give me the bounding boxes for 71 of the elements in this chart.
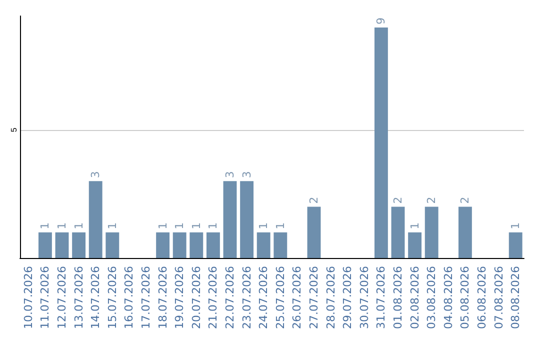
data-label: 1 — [72, 222, 86, 230]
data-label: 2 — [425, 196, 438, 204]
bar — [156, 232, 170, 258]
x-tick-label: 21.07.2026 — [206, 266, 220, 330]
data-label: 1 — [38, 222, 52, 230]
bar — [256, 232, 270, 258]
bar — [72, 232, 86, 258]
bar — [38, 232, 52, 258]
x-tick-label: 14.07.2026 — [89, 266, 102, 330]
x-tick-label: 27.07.2026 — [308, 266, 320, 330]
bar — [106, 232, 120, 258]
bar — [240, 181, 254, 258]
bar — [274, 232, 288, 258]
bar — [223, 181, 237, 258]
x-tick-label: 02.08.2026 — [408, 266, 422, 330]
bar — [172, 232, 186, 258]
data-label: 9 — [374, 18, 388, 25]
data-label: 1 — [509, 222, 522, 230]
x-tick-label: 22.07.2026 — [224, 266, 236, 330]
data-label: 1 — [408, 222, 422, 230]
bar — [458, 206, 472, 258]
data-label: 3 — [89, 171, 102, 178]
x-tick-label: 04.08.2026 — [442, 266, 455, 330]
bar — [391, 206, 405, 258]
bar — [508, 232, 522, 258]
bar — [408, 232, 422, 258]
x-tick-label: 10.07.2026 — [22, 266, 35, 330]
x-tick-label: 19.07.2026 — [173, 266, 186, 330]
bar — [424, 206, 438, 258]
y-tick-label: 5 — [10, 127, 18, 132]
x-tick-label: 18.07.2026 — [156, 266, 170, 330]
x-tick-label: 08.08.2026 — [509, 266, 522, 330]
data-label: 2 — [458, 196, 472, 204]
x-tick-label: 23.07.2026 — [240, 266, 254, 330]
data-label: 1 — [274, 222, 287, 230]
x-tick-label: 26.07.2026 — [290, 266, 304, 330]
x-tick-label: 15.07.2026 — [106, 266, 119, 330]
data-label: 1 — [206, 222, 220, 230]
data-label: 1 — [173, 222, 186, 230]
x-tick-label: 11.07.2026 — [38, 266, 52, 330]
x-tick-label: 05.08.2026 — [458, 266, 472, 330]
bar — [55, 232, 69, 258]
x-tick-label: 31.07.2026 — [374, 266, 388, 330]
x-tick-label: 30.07.2026 — [358, 266, 371, 330]
x-tick-label: 24.07.2026 — [257, 266, 270, 330]
data-label: 2 — [392, 196, 404, 204]
x-tick-label: 28.07.2026 — [324, 266, 338, 330]
data-label: 1 — [56, 222, 68, 230]
data-label: 2 — [308, 196, 320, 204]
x-tick-label: 16.07.2026 — [122, 266, 136, 330]
data-label: 1 — [106, 222, 119, 230]
x-tick-label: 17.07.2026 — [140, 266, 152, 330]
bar — [374, 28, 388, 258]
x-tick-label: 29.07.2026 — [341, 266, 354, 330]
data-label: 1 — [257, 222, 270, 230]
data-label: 3 — [240, 171, 254, 178]
data-label: 3 — [224, 171, 236, 178]
data-label: 1 — [190, 222, 203, 230]
x-tick-label: 13.07.2026 — [72, 266, 86, 330]
bar — [190, 232, 204, 258]
x-tick-label: 03.08.2026 — [425, 266, 438, 330]
bar — [88, 181, 102, 258]
x-tick-label: 25.07.2026 — [274, 266, 287, 330]
x-tick-label: 12.07.2026 — [56, 266, 68, 330]
x-tick-label: 20.07.2026 — [190, 266, 203, 330]
data-label: 1 — [156, 222, 170, 230]
x-tick-label: 07.08.2026 — [492, 266, 506, 330]
bar — [206, 232, 220, 258]
x-tick-label: 06.08.2026 — [476, 266, 488, 330]
x-tick-label: 01.08.2026 — [392, 266, 404, 330]
bar — [307, 206, 321, 258]
